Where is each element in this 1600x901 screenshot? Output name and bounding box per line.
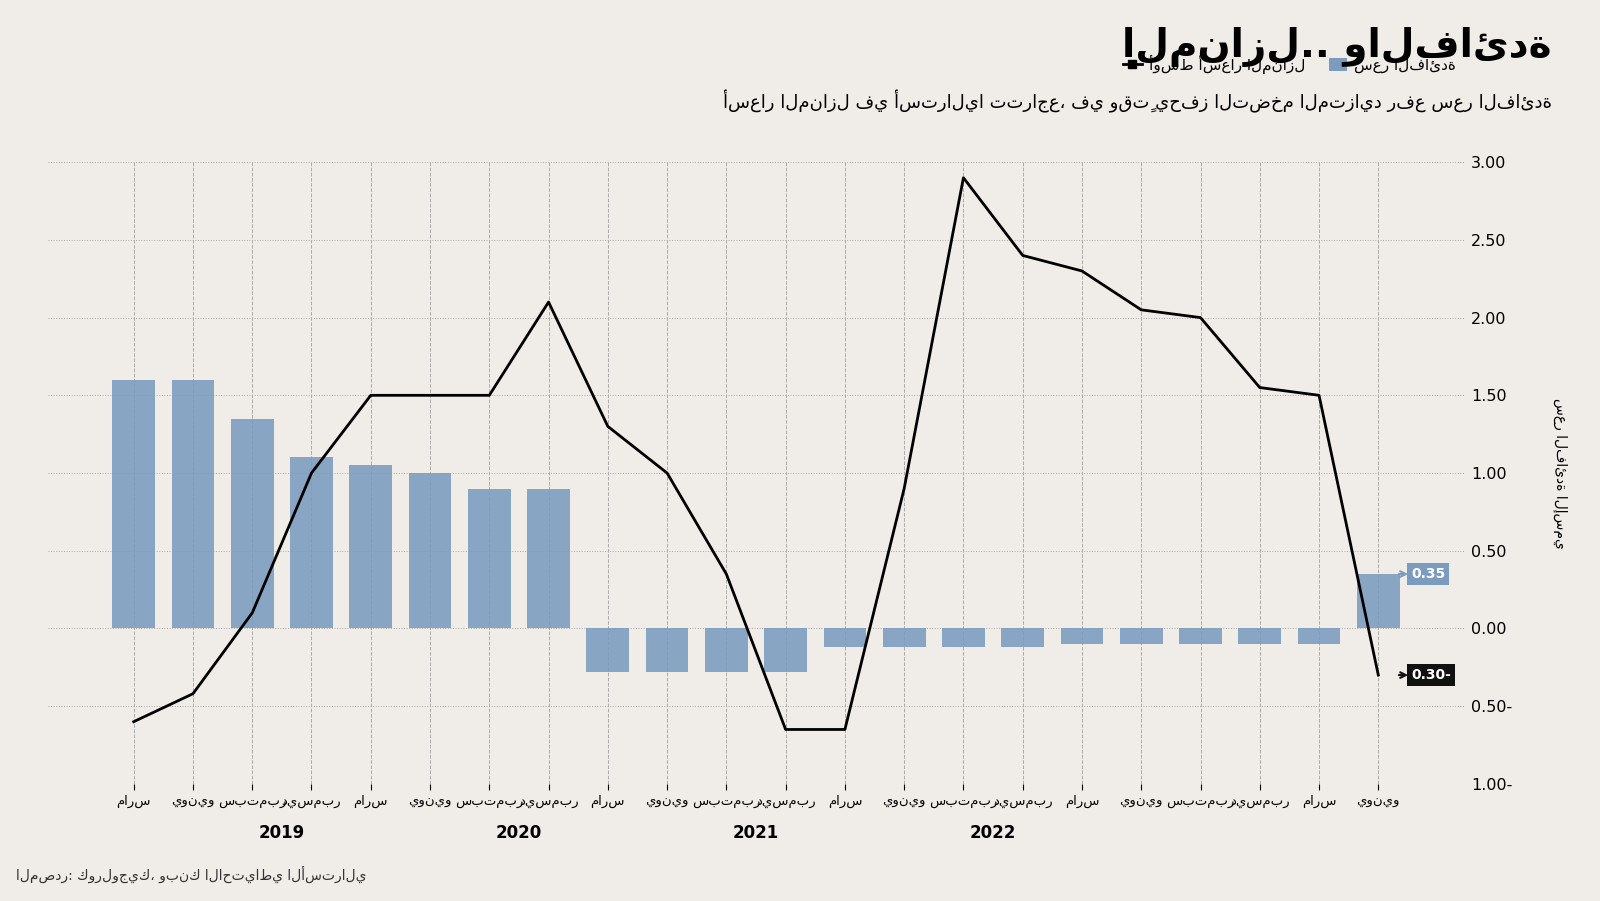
Bar [883,629,925,647]
Text: أسعار المنازل في أستراليا تتراجع، في وقتٍ يحفز التضخم المتزايد رفع سعر الفائدة: أسعار المنازل في أستراليا تتراجع، في وقت… [723,90,1552,114]
Bar [290,458,333,629]
Bar [467,488,510,629]
Text: 2022: 2022 [970,824,1016,842]
Bar [230,419,274,629]
Bar [1298,629,1341,644]
Legend: أوسط أسعار المنازل, سعر الفائدة: أوسط أسعار المنازل, سعر الفائدة [1123,55,1456,74]
Bar [408,473,451,629]
Bar [349,465,392,629]
Bar [1238,629,1282,644]
Y-axis label: سعر الفائدة الإسمي: سعر الفائدة الإسمي [1554,397,1568,549]
Text: المصدر: كورلوجيك، وبنك الاحتياطي الأسترالي: المصدر: كورلوجيك، وبنك الاحتياطي الأسترا… [16,866,366,883]
Text: 0.35: 0.35 [1411,567,1445,581]
Bar [942,629,984,647]
Bar [765,629,806,672]
Bar [824,629,866,647]
Bar [1179,629,1222,644]
Bar [587,629,629,672]
Text: المنازل.. والفائدة: المنازل.. والفائدة [1122,27,1552,67]
Bar [112,380,155,629]
Bar [1120,629,1163,644]
Bar [528,488,570,629]
Bar [706,629,747,672]
Bar [1002,629,1045,647]
Bar [171,380,214,629]
Bar [1061,629,1104,644]
Text: 0.30-: 0.30- [1411,668,1451,682]
Bar [1357,574,1400,629]
Bar [646,629,688,672]
Text: 2020: 2020 [496,824,542,842]
Text: 2019: 2019 [259,824,306,842]
Text: 2021: 2021 [733,824,779,842]
